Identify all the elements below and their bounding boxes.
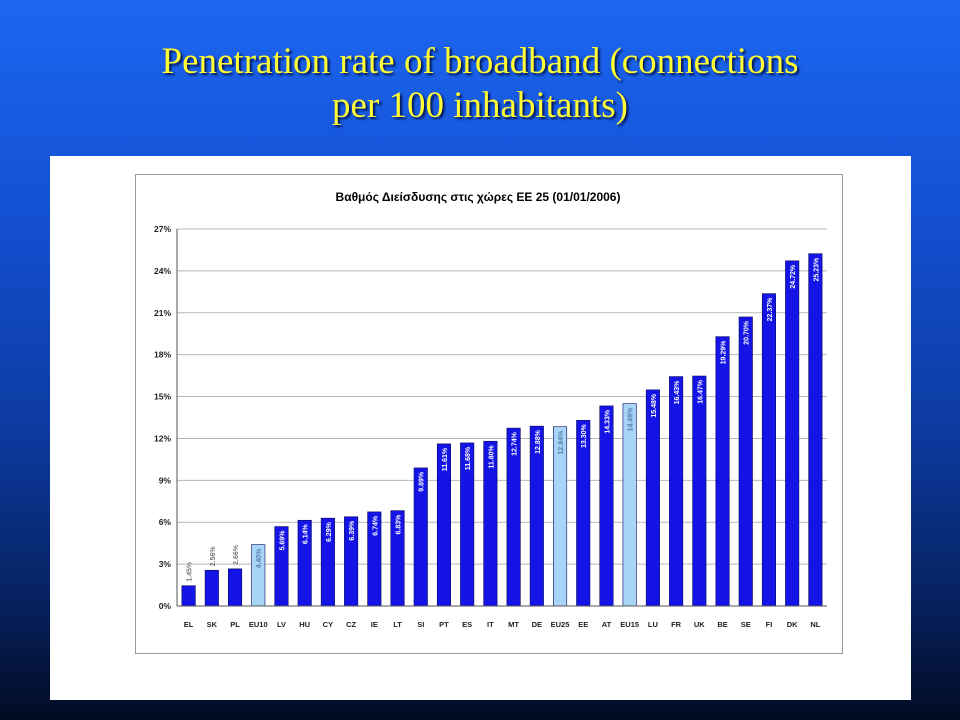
x-tick-label: DE — [532, 620, 542, 629]
data-label: 16.47% — [697, 379, 704, 404]
data-label: 6.39% — [349, 520, 356, 541]
x-tick-label: DK — [787, 620, 798, 629]
data-label: 12.84% — [558, 430, 565, 455]
data-label: 6.14% — [303, 524, 310, 545]
data-label: 13.30% — [581, 424, 588, 449]
x-tick-label: EL — [184, 620, 194, 629]
x-tick-label: IE — [371, 620, 378, 629]
data-label: 14.33% — [604, 409, 611, 434]
x-tick-label: IT — [487, 620, 494, 629]
data-label: 4.40% — [256, 548, 263, 569]
x-tick-label: LT — [393, 620, 402, 629]
data-label: 11.68% — [465, 446, 472, 470]
x-tick-label: SK — [207, 620, 218, 629]
x-tick-label: MT — [508, 620, 519, 629]
x-tick-label: SI — [417, 620, 424, 629]
data-label: 6.29% — [326, 521, 333, 542]
data-label: 11.61% — [442, 447, 449, 471]
x-tick-label: AT — [602, 620, 612, 629]
bar-chart: Βαθμός Διείσδυσης στις χώρες ΕΕ 25 (01/0… — [154, 190, 827, 629]
data-label: 2.56% — [210, 546, 217, 567]
y-tick-label: 12% — [154, 433, 171, 443]
data-label: 12.88% — [535, 429, 542, 454]
bar — [738, 316, 753, 607]
y-tick-label: 6% — [159, 517, 172, 527]
data-label: 9.89% — [419, 471, 426, 492]
bar — [669, 376, 684, 607]
data-label: 2.66% — [233, 544, 240, 565]
chart-title: Βαθμός Διείσδυσης στις χώρες ΕΕ 25 (01/0… — [336, 190, 621, 204]
data-label: 15.48% — [651, 393, 658, 418]
data-label: 25.23% — [813, 257, 820, 282]
x-tick-label: PL — [230, 620, 240, 629]
slide-title-line-2: per 100 inhabitants) — [332, 85, 628, 126]
slide-title-line-1: Penetration rate of broadband (connectio… — [161, 41, 799, 82]
x-tick-label: FI — [766, 620, 773, 629]
bar — [181, 585, 196, 607]
bar — [228, 568, 243, 607]
x-tick-label: EU15 — [620, 620, 639, 629]
y-tick-label: 3% — [159, 559, 172, 569]
x-tick-label: LU — [648, 620, 658, 629]
x-tick-label: CY — [323, 620, 333, 629]
x-tick-label: EU25 — [551, 620, 570, 629]
y-tick-label: 15% — [154, 392, 171, 402]
x-tick-label: HU — [299, 620, 310, 629]
bar — [692, 375, 707, 607]
data-label: 11.80% — [488, 444, 495, 468]
bar — [715, 336, 730, 607]
data-label: 16.43% — [674, 380, 681, 405]
x-tick-label: LV — [277, 620, 286, 629]
data-label: 20.70% — [744, 320, 751, 345]
bar — [761, 293, 776, 607]
data-label: 6.83% — [396, 514, 403, 535]
data-label: 22.37% — [767, 297, 774, 322]
x-tick-label: UK — [694, 620, 705, 629]
bar — [808, 253, 823, 607]
y-tick-label: 0% — [159, 601, 172, 611]
y-tick-label: 27% — [154, 224, 171, 234]
bar — [599, 405, 614, 607]
x-tick-label: ES — [462, 620, 472, 629]
bar — [204, 569, 219, 607]
bar — [645, 389, 660, 607]
y-tick-label: 21% — [154, 308, 171, 318]
bars: 1.45% 2.56% 2.66% 4.40% 5.69% 6.14% 6.29% 6.39%… — [181, 253, 823, 607]
data-label: 5.69% — [279, 530, 286, 551]
data-label: 19.29% — [721, 340, 728, 365]
x-tick-label: PT — [439, 620, 449, 629]
axes: 0% 3% 6% 9% 12% 15% 18% 21% 24% 27% EL SK PL EU10 LV HU… — [154, 224, 827, 629]
y-tick-label: 24% — [154, 266, 171, 276]
bar — [622, 403, 637, 607]
x-tick-label: CZ — [346, 620, 356, 629]
x-tick-label: BE — [717, 620, 727, 629]
bar — [785, 260, 800, 607]
x-tick-label: EE — [578, 620, 588, 629]
data-label: 1.45% — [187, 561, 194, 582]
x-tick-label: NL — [810, 620, 820, 629]
y-tick-label: 9% — [159, 475, 172, 485]
x-tick-label: FR — [671, 620, 682, 629]
y-tick-label: 18% — [154, 350, 171, 360]
x-tick-label: EU10 — [249, 620, 268, 629]
slide-title: Penetration rate of broadband (connectio… — [0, 40, 960, 128]
data-label: 6.74% — [372, 515, 379, 536]
data-label: 12.74% — [512, 431, 519, 456]
data-label: 14.49% — [628, 407, 635, 432]
x-tick-label: SE — [741, 620, 751, 629]
data-label: 24.72% — [790, 264, 797, 289]
